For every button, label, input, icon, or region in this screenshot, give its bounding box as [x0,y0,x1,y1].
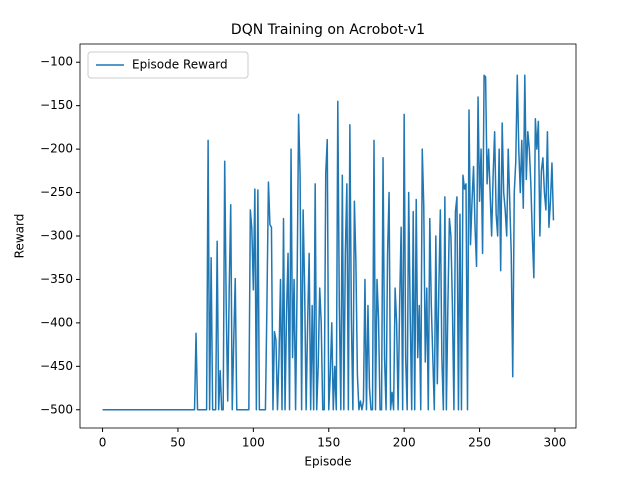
x-tick-label: 250 [468,436,491,450]
y-tick-label: −350 [40,272,73,286]
legend-label: Episode Reward [132,58,228,72]
y-tick-label: −300 [40,229,73,243]
y-tick-label: −200 [40,142,73,156]
chart-title: DQN Training on Acrobot-v1 [231,22,425,38]
plot-frame [79,43,577,429]
y-tick-label: −150 [40,98,73,112]
x-tick-label: 300 [544,436,567,450]
x-tick-label: 150 [317,436,340,450]
y-axis-label: Reward [13,214,27,259]
y-tick-label: −500 [40,402,73,416]
y-tick-label: −450 [40,359,73,373]
y-tick-label: −400 [40,315,73,329]
line-series [102,74,555,411]
x-tick-label: 50 [170,436,185,450]
x-axis-label: Episode [304,455,351,469]
y-tick-label: −250 [40,185,73,199]
x-tick-label: 100 [242,436,265,450]
x-tick-label: 0 [99,436,107,450]
y-tick-label: −100 [40,55,73,69]
legend-box [87,51,249,79]
x-tick-label: 200 [393,436,416,450]
